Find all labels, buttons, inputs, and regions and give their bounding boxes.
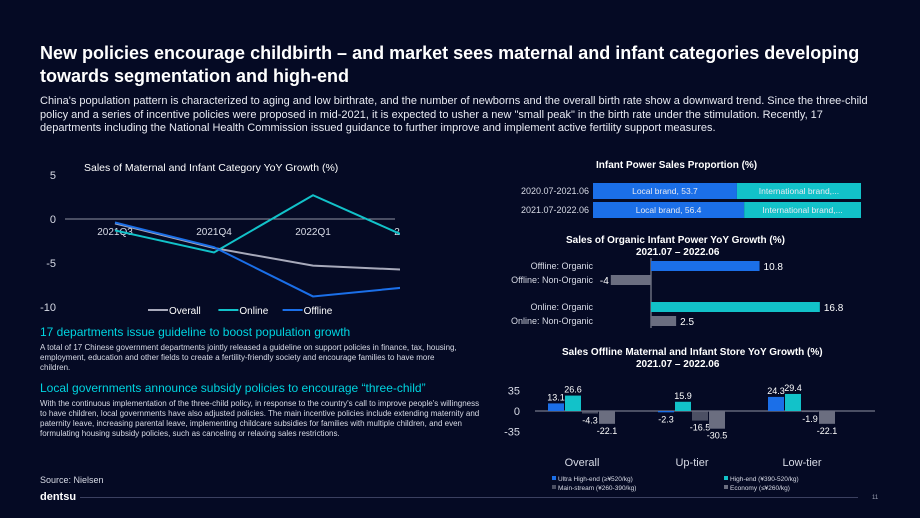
store-bar xyxy=(548,403,564,411)
legend-swatch xyxy=(552,476,556,480)
series-line-online xyxy=(114,194,400,254)
source-note: Source: Nielsen xyxy=(40,475,104,485)
proportion-chart-title: Infant Power Sales Proportion (%) xyxy=(596,160,758,171)
store-bar xyxy=(582,411,598,414)
x-tick-label: Up-tier xyxy=(675,457,708,469)
organic-bar xyxy=(651,302,820,312)
local-brand-bar xyxy=(593,202,745,218)
proportion-chart: 2020.07-2021.06 Local brand, 53.7 Internat… xyxy=(521,183,861,218)
store-bar xyxy=(819,411,835,424)
store-bar xyxy=(658,411,674,413)
y-tick-label: 0 xyxy=(514,406,520,418)
category-label: Online: Non-Organic xyxy=(511,316,594,326)
legend-swatch xyxy=(724,476,728,480)
section1-heading: 17 departments issue guideline to boost … xyxy=(40,325,351,339)
y-tick-label: -5 xyxy=(46,258,56,270)
legend-label: High-end (¥390-520/kg) xyxy=(730,476,799,483)
legend-label: Main-stream (¥260-390/kg) xyxy=(558,485,636,492)
value-label: -4.3 xyxy=(582,415,598,425)
store-bar xyxy=(709,411,725,429)
dentsu-logo: dentsu xyxy=(40,491,81,503)
value-label: 26.6 xyxy=(564,385,582,395)
y-tick-label: 35 xyxy=(508,386,520,398)
value-label: 16.8 xyxy=(824,303,844,314)
legend-label-overall: Overall xyxy=(169,306,201,317)
organic-bar xyxy=(610,275,651,285)
series-line-offline xyxy=(114,221,400,298)
international-brand-label: International brand,... xyxy=(762,205,842,215)
store-chart-title: Sales Offline Maternal and Infant Store … xyxy=(562,347,823,358)
x-tick-label: 2021Q3 xyxy=(97,227,133,238)
section2-heading: Local governments announce subsidy polic… xyxy=(40,381,426,395)
store-bar xyxy=(785,393,801,411)
value-label: 24.3 xyxy=(767,386,785,396)
value-label: -30.5 xyxy=(707,431,728,441)
x-tick-label: 2022Q1 xyxy=(295,227,331,238)
legend-label-offline: Offline xyxy=(304,306,333,317)
value-label: -22.1 xyxy=(817,426,838,436)
page-title: New policies encourage childbirth – and … xyxy=(40,43,860,86)
x-tick-label: Low-tier xyxy=(782,457,821,469)
x-tick-label: Overall xyxy=(565,457,600,469)
footer-divider xyxy=(40,497,858,498)
value-label: 29.4 xyxy=(784,383,802,393)
category-label: 2020.07-2021.06 xyxy=(521,186,589,196)
value-label: -16.5 xyxy=(690,423,711,433)
store-chart: 350-3513.126.6-4.3-22.1Overall-2.315.9-1… xyxy=(504,383,875,492)
store-bar xyxy=(692,411,708,421)
legend-label: Economy (≤¥260/kg) xyxy=(730,485,790,492)
page-number: 11 xyxy=(872,495,879,501)
store-bar xyxy=(675,401,691,411)
local-brand-label: Local brand, 56.4 xyxy=(636,205,702,215)
value-label: -22.1 xyxy=(597,426,618,436)
local-brand-bar xyxy=(593,183,737,199)
organic-bar xyxy=(651,261,760,271)
value-label: 10.8 xyxy=(764,262,784,273)
store-bar xyxy=(565,395,581,411)
international-brand-label: International brand,... xyxy=(759,186,839,196)
line-chart: 50-5-102021Q32021Q42022Q12022Q2OverallOn… xyxy=(40,170,400,317)
store-chart-subtitle: 2021.07 – 2022.06 xyxy=(636,359,720,370)
y-tick-label: -35 xyxy=(504,426,520,438)
organic-chart-subtitle: 2021.07 – 2022.06 xyxy=(636,247,720,258)
category-label: Offline: Non-Organic xyxy=(511,275,593,285)
organic-chart: Offline: Organic 10.8 Offline: Non-Organic… xyxy=(511,258,844,328)
legend-swatch xyxy=(724,485,728,489)
international-brand-bar xyxy=(744,202,861,218)
category-label: 2021.07-2022.06 xyxy=(521,205,589,215)
y-tick-label: -10 xyxy=(40,302,56,314)
value-label: -1.9 xyxy=(802,414,818,424)
category-label: Offline: Organic xyxy=(531,261,594,271)
legend-label-online: Online xyxy=(239,306,268,317)
x-tick-label: 2021Q4 xyxy=(196,227,232,238)
y-tick-label: 5 xyxy=(50,170,56,182)
value-label: -4 xyxy=(600,276,609,287)
organic-chart-title: Sales of Organic Infant Power YoY Growth… xyxy=(566,235,785,246)
section1-text: A total of 17 Chinese government departm… xyxy=(40,343,457,372)
store-bar xyxy=(802,411,818,413)
local-brand-label: Local brand, 53.7 xyxy=(632,186,698,196)
section2-text: With the continuous implementation of th… xyxy=(40,399,480,438)
organic-bar xyxy=(651,316,677,326)
value-label: 15.9 xyxy=(674,391,692,401)
line-chart-title: Sales of Maternal and Infant Category Yo… xyxy=(84,162,339,174)
international-brand-bar xyxy=(736,183,861,199)
value-label: 2.5 xyxy=(680,317,694,328)
store-bar xyxy=(768,396,784,411)
legend-label: Ultra High-end (≥¥520/kg) xyxy=(558,476,633,483)
store-bar xyxy=(599,411,615,424)
category-label: Online: Organic xyxy=(530,302,593,312)
y-tick-label: 0 xyxy=(50,214,56,226)
value-label: 13.1 xyxy=(547,392,565,402)
intro-paragraph: China's population pattern is characteri… xyxy=(40,95,868,134)
series-line-overall xyxy=(114,222,400,271)
value-label: -2.3 xyxy=(658,414,674,424)
legend-swatch xyxy=(552,485,556,489)
